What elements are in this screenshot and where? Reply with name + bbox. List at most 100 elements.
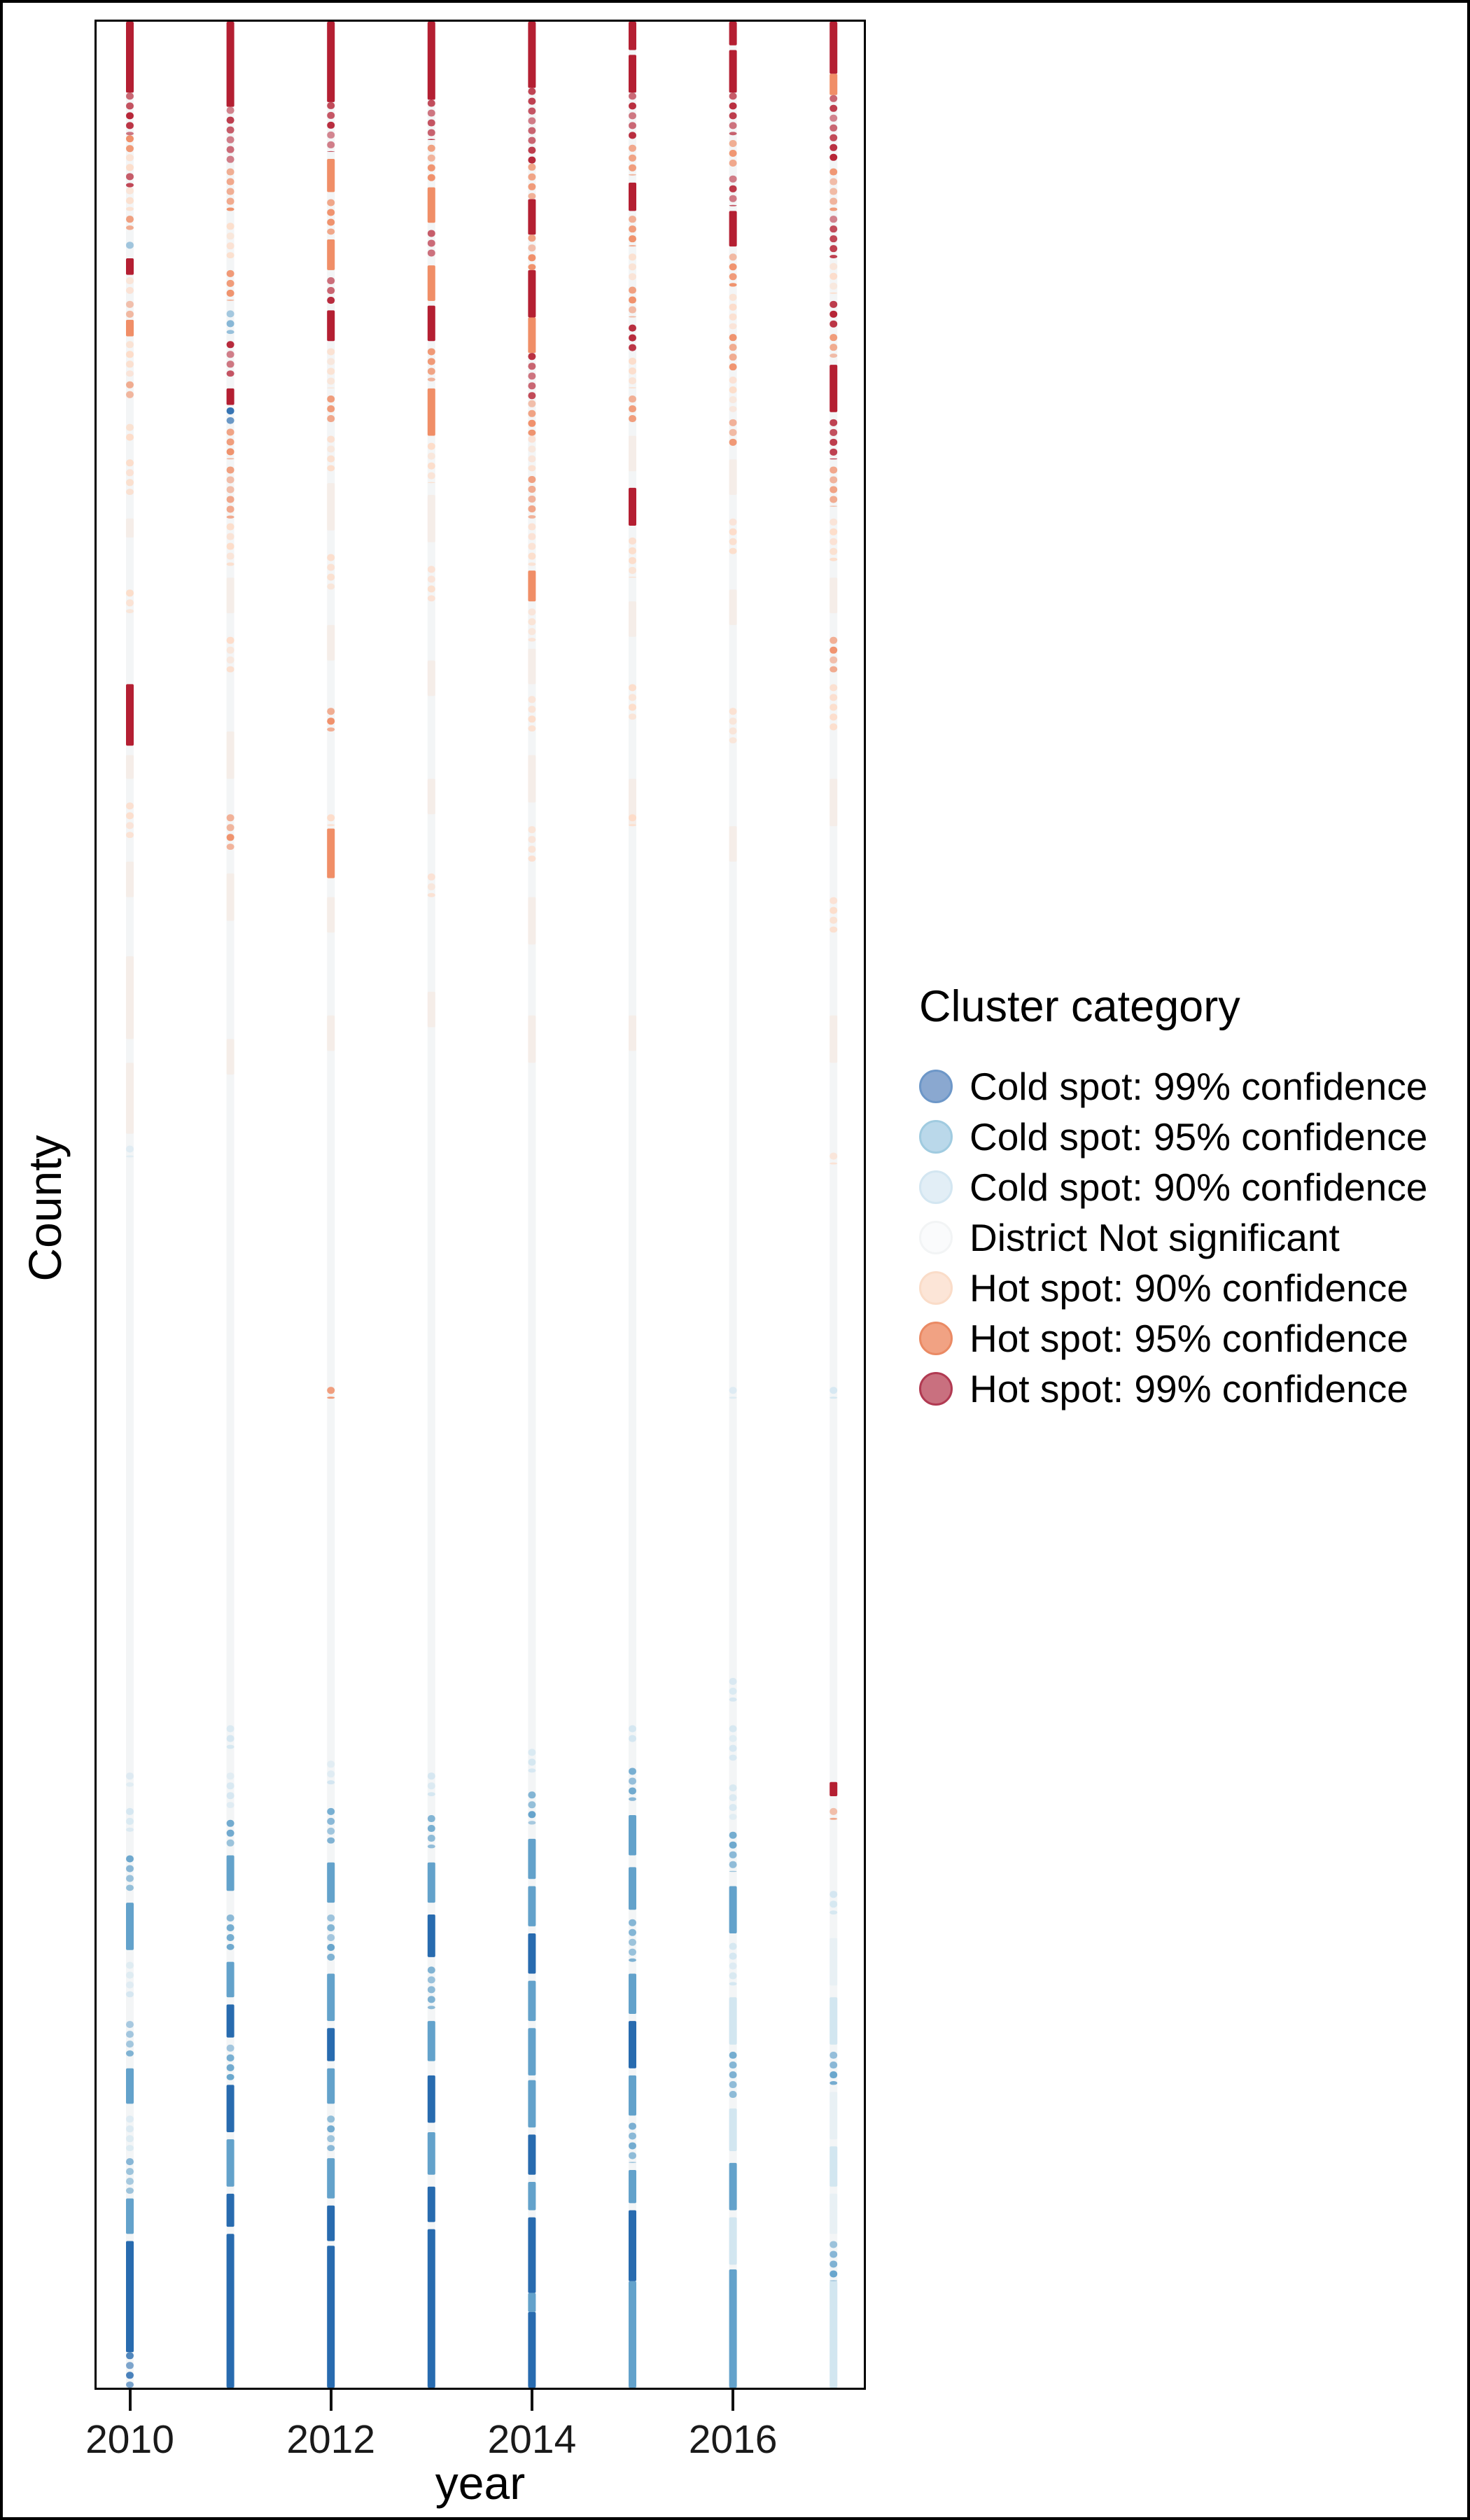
tile-segment: [729, 1735, 737, 1742]
tile-segment: [629, 102, 636, 110]
tile-segment: [327, 2246, 335, 2388]
tile-segment: [629, 216, 636, 223]
legend-swatch-h90-icon: [919, 1271, 953, 1305]
tile-segment: [126, 2021, 134, 2029]
legend-item-label: Cold spot: 90% confidence: [969, 1166, 1428, 1209]
tile-segment: [126, 1807, 134, 1815]
tile-segment: [226, 1934, 234, 1941]
tile-segment: [226, 116, 234, 124]
tile-segment: [327, 465, 335, 472]
tile-segment: [226, 360, 234, 368]
tile-segment: [629, 1938, 636, 1946]
tile-segment: [629, 415, 636, 423]
tile-segment: [427, 139, 435, 140]
tile-segment: [327, 718, 335, 725]
tile-segment: [729, 396, 737, 403]
tile-segment: [126, 2050, 134, 2057]
tile-segment: [729, 2081, 737, 2089]
tile-segment: [528, 638, 536, 642]
tile-segment: [327, 111, 335, 119]
tile-segment: [629, 1797, 636, 1801]
tile-segment: [830, 1900, 838, 1908]
column-base-strip: [327, 22, 335, 2388]
tile-segment: [427, 119, 435, 127]
tile-segment: [629, 694, 636, 701]
tile-segment: [327, 297, 335, 304]
tile-segment: [226, 844, 234, 850]
tile-segment: [629, 1815, 636, 1856]
tile-segment: [226, 388, 234, 405]
tile-segment: [528, 725, 536, 732]
tile-segment: [629, 367, 636, 374]
tile-segment: [226, 732, 234, 779]
tile-segment: [126, 755, 134, 779]
tile-segment: [427, 249, 435, 257]
tile-segment: [226, 1819, 234, 1827]
tile-segment: [629, 704, 636, 711]
tile-segment: [729, 406, 737, 412]
tile-segment: [729, 363, 737, 371]
tile-segment: [729, 323, 737, 330]
tile-segment: [226, 341, 234, 349]
tile-segment: [126, 599, 134, 607]
tile-segment: [830, 2270, 838, 2278]
x-tick-mark: [530, 2390, 533, 2411]
tile-segment: [427, 348, 435, 356]
tile-segment: [629, 405, 636, 413]
tile-segment: [629, 253, 636, 261]
tile-segment: [126, 2381, 134, 2388]
tile-segment: [226, 533, 234, 540]
tile-segment: [226, 466, 234, 474]
tile-segment: [126, 370, 134, 377]
tile-segment: [629, 182, 636, 211]
tile-segment: [528, 495, 536, 503]
tile-segment: [830, 778, 838, 827]
tile-segment: [830, 1782, 838, 1796]
tile-segment: [226, 188, 234, 195]
x-tick-label: 2010: [85, 2417, 174, 2462]
tile-segment: [528, 608, 536, 616]
tile-segment: [830, 496, 838, 503]
tile-segment: [226, 106, 234, 114]
tile-segment: [729, 1725, 737, 1732]
tile-segment: [528, 88, 536, 95]
tile-segment: [126, 609, 134, 613]
tile-segment: [729, 253, 737, 261]
tile-segment: [327, 287, 335, 295]
legend-swatch-ns-icon: [919, 1221, 953, 1254]
tile-segment: [729, 1387, 737, 1394]
tile-segment: [427, 358, 435, 365]
tile-segment: [528, 505, 536, 512]
tile-segment: [629, 547, 636, 554]
tile-segment: [528, 107, 536, 115]
tile-segment: [126, 102, 134, 110]
tile-segment: [528, 570, 536, 602]
tile-segment: [629, 92, 636, 100]
tile-segment: [729, 132, 737, 136]
tile-segment: [126, 341, 134, 349]
tile-segment: [126, 956, 134, 1040]
tile-segment: [327, 554, 335, 561]
tile-segment: [629, 357, 636, 365]
tile-segment: [729, 1804, 737, 1812]
tile-segment: [327, 1924, 335, 1931]
tile-segment: [226, 2139, 234, 2187]
tile-segment: [629, 235, 636, 243]
tile-segment: [126, 277, 134, 285]
tile-segment: [126, 469, 134, 477]
tile-segment: [427, 452, 435, 460]
tile-segment: [427, 1844, 435, 1849]
tile-segment: [830, 104, 838, 112]
tile-segment: [729, 737, 737, 743]
tile-segment: [729, 428, 737, 436]
tile-segment: [729, 160, 737, 167]
tile-segment: [629, 2142, 636, 2150]
tile-segment: [729, 1997, 737, 2045]
tile-segment: [629, 296, 636, 304]
tile-segment: [226, 330, 234, 335]
tile-segment: [830, 1891, 838, 1898]
tile-segment: [830, 255, 838, 258]
tile-segment: [427, 368, 435, 375]
tile-segment: [629, 1867, 636, 1910]
tile-segment: [729, 459, 737, 495]
